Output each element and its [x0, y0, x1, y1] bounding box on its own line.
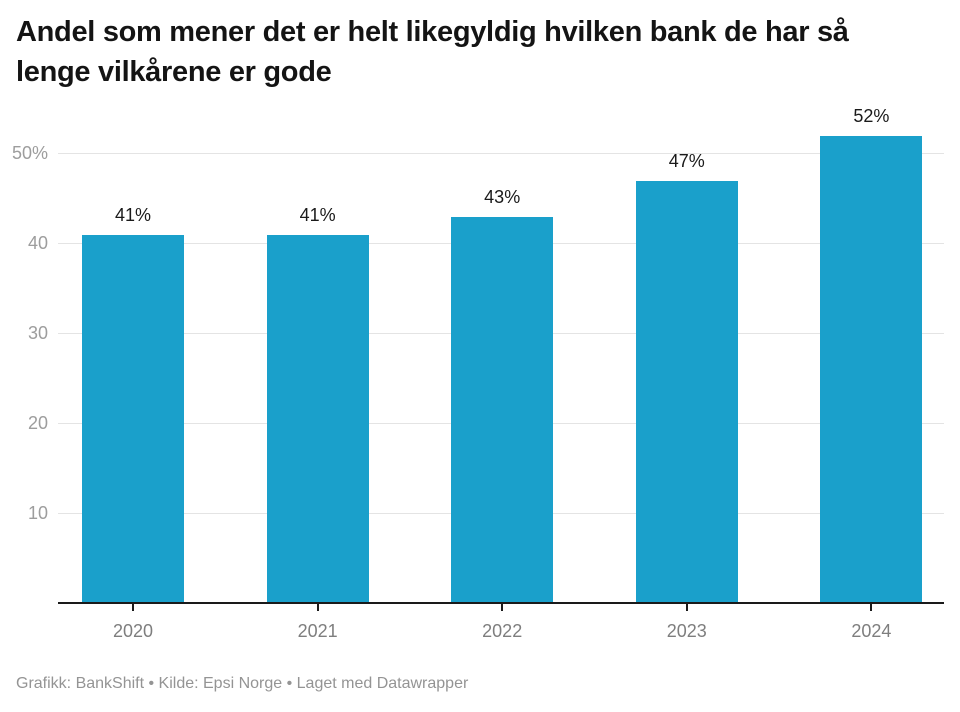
- y-axis-tick-label: 20: [27, 413, 48, 433]
- x-axis-tick-label: 2022: [482, 621, 523, 641]
- bar-value-label: 43%: [484, 187, 521, 207]
- x-axis-tick: [316, 604, 319, 611]
- y-axis-tick-label: 50%: [11, 143, 48, 163]
- chart-footer-attribution: Grafikk: BankShift • Kilde: Epsi Norge •…: [16, 675, 469, 692]
- bar-value-label: 41%: [299, 205, 336, 225]
- x-axis-tick-label: 2021: [297, 621, 338, 641]
- bar-2022: [451, 217, 554, 602]
- x-axis-tick: [685, 604, 688, 611]
- bar-value-label: 47%: [668, 151, 705, 171]
- y-axis-tick-label: 40: [27, 233, 48, 253]
- x-axis-tick: [501, 604, 504, 611]
- chart-title: Andel som mener det er helt likegyldig h…: [16, 16, 849, 88]
- bar-2020: [82, 235, 184, 602]
- x-axis-tick: [132, 604, 134, 611]
- bar-2024: [820, 136, 923, 602]
- x-axis-tick: [870, 604, 873, 611]
- bar-value-label: 52%: [853, 106, 890, 126]
- bar-2023: [635, 181, 738, 602]
- x-axis-tick-label: 2020: [112, 621, 154, 641]
- bar-value-label: 41%: [114, 205, 152, 225]
- x-axis-tick-label: 2023: [666, 621, 707, 641]
- y-axis-tick-label: 10: [27, 503, 48, 523]
- y-axis-tick-label: 30: [27, 323, 48, 343]
- bar-2021: [266, 235, 369, 602]
- x-axis-line: [58, 602, 944, 604]
- x-axis-tick-label: 2024: [851, 621, 892, 641]
- y-gridline: [58, 153, 944, 154]
